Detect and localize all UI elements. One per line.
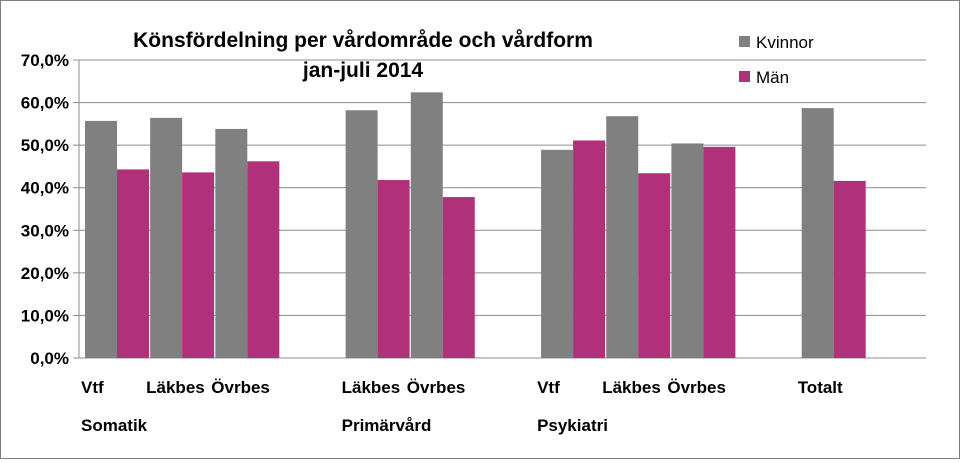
bar xyxy=(606,116,639,359)
y-tick-label: 10,0% xyxy=(21,306,69,325)
legend-label: Män xyxy=(756,68,789,87)
bar xyxy=(182,172,215,358)
bar xyxy=(117,169,149,358)
y-tick-label: 40,0% xyxy=(21,179,69,198)
group-label: Primärvård xyxy=(342,416,432,435)
chart-subtitle: jan-juli 2014 xyxy=(302,59,424,82)
chart-title: Könsfördelning per vårdområde och vårdfo… xyxy=(133,29,593,52)
bar xyxy=(573,140,606,358)
category-label: Övrbes xyxy=(667,378,726,397)
category-label: Läkbes xyxy=(342,378,401,397)
category-label: Läkbes xyxy=(146,378,205,397)
group-label: Somatik xyxy=(81,416,148,435)
group-label: Psykiatri xyxy=(537,416,608,435)
bar xyxy=(833,180,866,358)
bar xyxy=(410,92,443,359)
category-label: Övrbes xyxy=(407,378,466,397)
y-tick-label: 0,0% xyxy=(30,349,69,368)
bar xyxy=(442,197,475,358)
legend-swatch xyxy=(739,36,750,47)
bar xyxy=(377,180,410,358)
category-label: Läkbes xyxy=(602,378,661,397)
bar xyxy=(801,108,834,358)
bar xyxy=(671,143,704,358)
bars xyxy=(85,92,866,359)
category-label: Vtf xyxy=(81,378,104,397)
x-axis: Vtf Läkbes Övrbes Läkbes Övrbes Vtf Läkbes Övrb… xyxy=(81,378,843,435)
y-tick-label: 70,0% xyxy=(21,51,69,70)
legend: Kvinnor Män xyxy=(739,33,814,87)
category-label: Vtf xyxy=(537,378,560,397)
bar xyxy=(345,110,378,358)
y-tick-label: 30,0% xyxy=(21,221,69,240)
bar xyxy=(703,146,736,358)
category-label: Övrbes xyxy=(211,378,270,397)
legend-swatch xyxy=(739,71,750,82)
category-label: Totalt xyxy=(798,378,843,397)
y-axis: 0,0% 10,0% 20,0% 30,0% 40,0% 50,0% 60,0% 70,0% xyxy=(21,51,80,368)
bar xyxy=(85,120,117,359)
y-tick-label: 50,0% xyxy=(21,136,69,155)
bar xyxy=(150,117,183,358)
bar xyxy=(215,128,248,358)
legend-label: Kvinnor xyxy=(756,33,814,52)
bar xyxy=(541,149,574,358)
bar xyxy=(638,173,671,358)
y-tick-label: 60,0% xyxy=(21,94,69,113)
bar xyxy=(247,161,280,358)
y-tick-label: 20,0% xyxy=(21,264,69,283)
